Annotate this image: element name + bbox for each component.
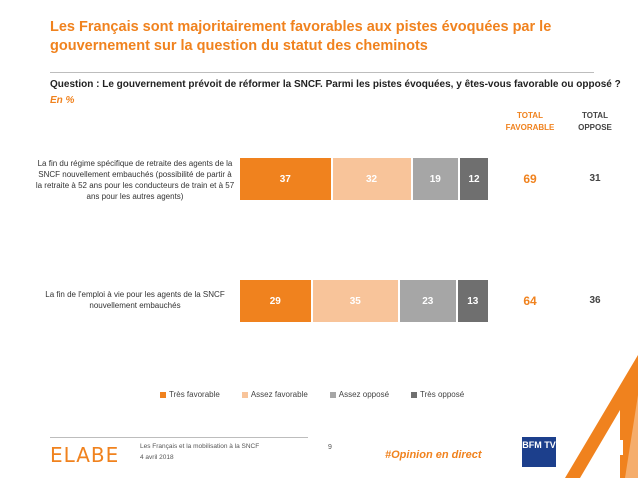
total-oppose-header: TOTAL OPPOSE <box>578 111 612 132</box>
footer-divider <box>50 437 308 438</box>
bfm-tv-logo: BFM TV <box>522 437 556 467</box>
page-number: 9 <box>328 444 332 451</box>
total-oppose-value: 36 <box>589 295 601 306</box>
legend-item: Assez favorable <box>241 390 308 399</box>
bar-segment: 23 <box>400 280 456 322</box>
bar-segment: 12 <box>460 158 488 200</box>
total-favorable-header: TOTAL FAVORABLE <box>505 111 555 132</box>
row-label: La fin de l'emploi à vie pour les agents… <box>45 290 225 310</box>
legend-label: Assez favorable <box>250 390 308 399</box>
legend-swatch <box>329 391 336 398</box>
hashtag: #Opinion en direct <box>385 449 482 461</box>
bar-segment: 32 <box>332 158 411 200</box>
bar-segment: 35 <box>312 280 398 322</box>
legend-swatch <box>411 391 418 398</box>
elabe-logo: ELABE <box>50 443 120 467</box>
total-favorable-value: 69 <box>523 172 537 186</box>
bar-segment: 29 <box>240 280 311 322</box>
legend-label: Assez opposé <box>338 390 390 399</box>
legend-item: Très opposé <box>411 390 464 399</box>
legend-label: Très favorable <box>169 390 220 399</box>
legend-swatch <box>160 391 166 398</box>
page-title: Les Français sont majoritairement favora… <box>50 19 552 54</box>
bar-segment: 13 <box>457 280 488 322</box>
total-favorable-value: 64 <box>523 294 537 308</box>
legend-label: Très opposé <box>420 390 465 399</box>
bar-segment: 19 <box>412 158 458 200</box>
footer-study-title: Les Français et la mobilisation à la SNC… <box>140 443 260 450</box>
decorative-a-logo-icon <box>565 355 638 478</box>
bar-segment: 37 <box>240 158 331 200</box>
unit-label: En % <box>50 95 75 106</box>
header-divider <box>50 72 594 73</box>
legend-item: Très favorable <box>160 390 220 399</box>
row-label: La fin du régime spécifique de retraite … <box>35 159 235 201</box>
total-oppose-value: 31 <box>589 173 601 184</box>
legend-swatch <box>241 391 248 398</box>
chart-legend: Très favorable Assez favorable Assez oppos… <box>160 390 486 399</box>
legend-item: Assez opposé <box>329 390 390 399</box>
survey-question: Question : Le gouvernement prévoit de ré… <box>50 79 621 90</box>
footer-date: 4 avril 2018 <box>140 454 174 461</box>
